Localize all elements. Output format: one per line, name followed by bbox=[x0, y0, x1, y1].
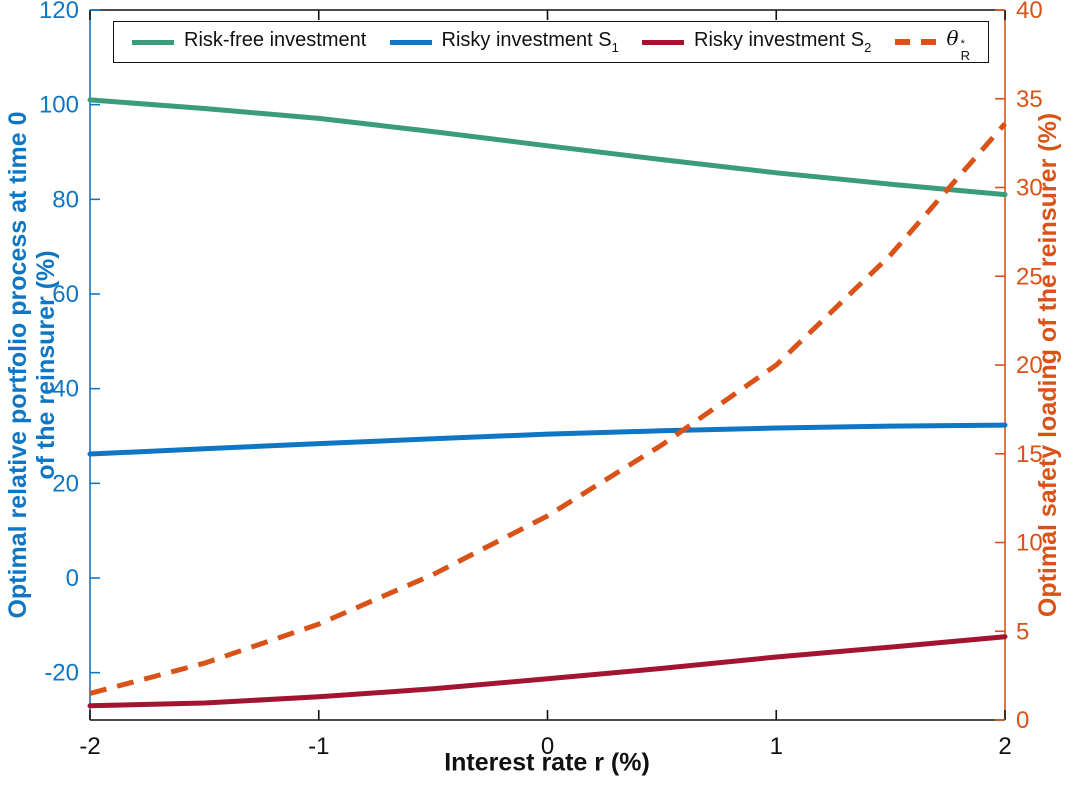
series-risky-s2 bbox=[87, 634, 1008, 709]
legend-item-risky-s2: Risky investment S2 bbox=[642, 29, 871, 55]
y-left-tick-label: 20 bbox=[52, 470, 79, 497]
axis-tick-labels: -2 -1 0 1 2 -20 0 20 40 60 80 100 120 0 5 10 15 20 25 30 35 4… bbox=[39, 0, 1043, 760]
legend-swatch-risky-s1 bbox=[389, 39, 432, 45]
legend-swatch-theta-r bbox=[894, 39, 937, 45]
y-right-tick-label: 10 bbox=[1016, 530, 1043, 557]
y-right-tick-label: 5 bbox=[1016, 618, 1029, 645]
y-left-tick-label: 100 bbox=[39, 92, 79, 119]
plot-borders bbox=[89, 9, 1006, 721]
legend: Risk-free investment Risky investment S1… bbox=[113, 21, 989, 63]
y-left-tick-label: 40 bbox=[52, 376, 79, 403]
x-axis-label: Interest rate r (%) bbox=[444, 748, 650, 777]
legend-item-risk-free: Risk-free investment bbox=[132, 29, 366, 55]
y-left-tick-label: -20 bbox=[44, 660, 79, 687]
x-tick-label: 0 bbox=[541, 733, 554, 760]
y-right-tick-label: 15 bbox=[1016, 441, 1043, 468]
legend-label-risky-s2: Risky investment S2 bbox=[694, 29, 872, 55]
legend-swatch-risky-s2 bbox=[642, 39, 685, 45]
y-right-tick-label: 20 bbox=[1016, 352, 1043, 379]
y-right-tick-label: 30 bbox=[1016, 175, 1043, 202]
x-tick-label: 2 bbox=[998, 733, 1011, 760]
y-right-tick-label: 40 bbox=[1016, 0, 1043, 24]
legend-label-risky-s1: Risky investment S1 bbox=[441, 29, 619, 55]
legend-item-risky-s1: Risky investment S1 bbox=[389, 29, 619, 55]
y-left-tick-label: 60 bbox=[52, 281, 79, 308]
data-series bbox=[87, 97, 1008, 709]
left-y-axis-label-line1: Optimal relative portfolio process at ti… bbox=[4, 111, 32, 619]
left-y-axis-label: Optimal relative portfolio process at ti… bbox=[4, 35, 60, 695]
legend-label-risk-free: Risk-free investment bbox=[184, 29, 367, 51]
axis-ticks bbox=[89, 9, 1006, 721]
x-tick-label: -1 bbox=[308, 733, 329, 760]
y-left-tick-label: 0 bbox=[66, 565, 79, 592]
series-risk-free bbox=[87, 97, 1008, 198]
legend-swatch-risk-free bbox=[132, 39, 174, 45]
y-left-tick-label: 120 bbox=[39, 0, 79, 24]
x-tick-label: 1 bbox=[770, 733, 783, 760]
y-left-tick-label: 80 bbox=[52, 186, 79, 213]
y-right-tick-label: 0 bbox=[1016, 707, 1029, 734]
series-theta-r bbox=[89, 121, 1007, 696]
legend-item-theta-r: θ * R bbox=[894, 25, 970, 63]
y-right-tick-label: 25 bbox=[1016, 263, 1043, 290]
x-tick-label: -2 bbox=[79, 733, 100, 760]
y-right-tick-label: 35 bbox=[1016, 86, 1043, 113]
right-y-axis-label: Optimal safety loading of the reinsurer … bbox=[1034, 112, 1062, 618]
series-risky-s1 bbox=[87, 422, 1008, 457]
legend-label-theta-r: θ * R bbox=[946, 25, 970, 63]
left-y-axis-label-line2: of the reinsurer (%) bbox=[32, 250, 60, 480]
